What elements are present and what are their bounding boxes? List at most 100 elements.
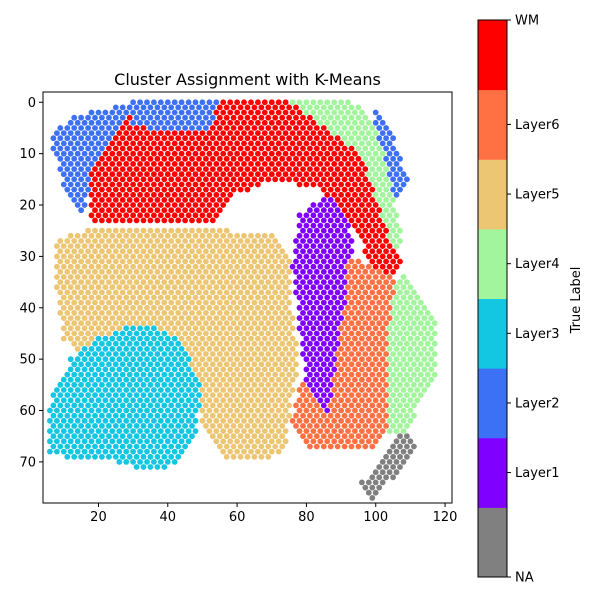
spot-wm [213,150,220,157]
spot-wm [313,135,320,142]
spot-wm [178,212,185,219]
spot-layer6 [293,402,299,409]
spot-layer4 [407,376,414,383]
spot-layer6 [320,423,327,429]
spot-layer5 [241,253,247,260]
spot-layer5 [151,294,157,301]
spot-layer1 [307,227,313,234]
spot-layer5 [255,366,261,373]
spot-layer3 [88,376,95,383]
spot-layer6 [362,289,369,296]
spot-wm [92,166,98,173]
spot-layer5 [57,258,64,265]
spot-layer3 [88,346,95,352]
spot-wm [386,243,393,250]
spot-layer4 [397,351,403,357]
spot-wm [317,140,324,147]
spot-wm [372,263,379,270]
spot-layer2 [175,114,182,121]
spot-layer5 [185,284,192,291]
spot-wm [359,212,365,219]
spot-layer1 [331,243,338,250]
spot-layer6 [352,335,358,342]
spot-layer3 [182,392,189,398]
spot-wm [175,176,182,183]
spot-wm [258,125,265,131]
spot-wm [327,145,334,152]
spot-layer2 [192,99,199,106]
spot-layer5 [223,330,230,337]
spot-layer5 [164,274,171,280]
spot-layer5 [261,397,268,404]
spot-layer3 [71,433,78,440]
spot-layer6 [379,346,386,352]
spot-layer4 [428,325,435,332]
spot-layer6 [369,433,376,440]
spot-layer5 [255,232,261,239]
spot-layer3 [175,402,182,409]
spot-layer5 [234,376,241,383]
spot-layer5 [272,371,279,378]
spot-layer5 [71,248,78,255]
spot-wm [352,222,358,229]
spot-layer3 [81,428,88,434]
spot-layer5 [99,279,105,285]
spot-layer5 [216,310,223,316]
spot-layer3 [81,366,88,373]
spot-wm [112,155,119,162]
spot-layer6 [362,381,369,388]
spot-layer6 [359,346,365,352]
spot-layer5 [244,453,251,460]
spot-layer2 [67,130,74,137]
spot-layer1 [320,289,327,296]
spot-wm [123,202,130,208]
spot-layer3 [99,381,105,388]
spot-layer2 [182,125,189,131]
spot-layer5 [147,289,154,296]
spot-layer2 [171,109,178,116]
spot-layer6 [341,423,348,429]
spot-layer1 [320,238,327,244]
spot-layer3 [157,407,164,414]
spot-layer1 [293,238,299,244]
spot-wm [102,191,109,198]
spot-layer5 [206,397,213,404]
spot-layer5 [216,381,223,388]
spot-layer6 [348,268,355,275]
spot-layer1 [324,397,331,404]
spot-wm [341,176,348,183]
spot-layer6 [293,423,299,429]
spot-layer3 [109,407,116,414]
spot-wm [345,212,351,219]
spot-layer4 [348,114,355,121]
spot-na [376,464,383,470]
spot-layer5 [251,238,258,244]
spot-layer6 [345,274,351,280]
spot-layer5 [164,294,171,301]
spot-layer3 [88,366,95,373]
spot-layer4 [414,335,421,342]
spot-layer3 [74,397,81,404]
spot-layer6 [352,346,358,352]
spot-wm [102,202,109,208]
spot-layer2 [147,114,154,121]
spot-layer3 [157,459,164,465]
spot-layer3 [157,376,164,383]
spot-layer3 [71,381,78,388]
spot-layer5 [279,392,286,398]
spot-wm [268,171,275,178]
spot-layer6 [376,361,383,368]
spot-layer6 [303,387,310,393]
spot-layer2 [393,181,400,188]
spot-wm [282,161,289,167]
spot-wm [279,114,286,121]
spot-layer5 [137,284,144,291]
spot-layer5 [209,268,216,275]
spot-wm [345,181,351,188]
spot-wm [275,161,282,167]
spot-layer3 [85,433,91,440]
spot-layer6 [331,397,338,404]
spot-layer4 [386,407,393,414]
colorbar-frame [477,19,508,578]
spot-layer5 [185,274,192,280]
